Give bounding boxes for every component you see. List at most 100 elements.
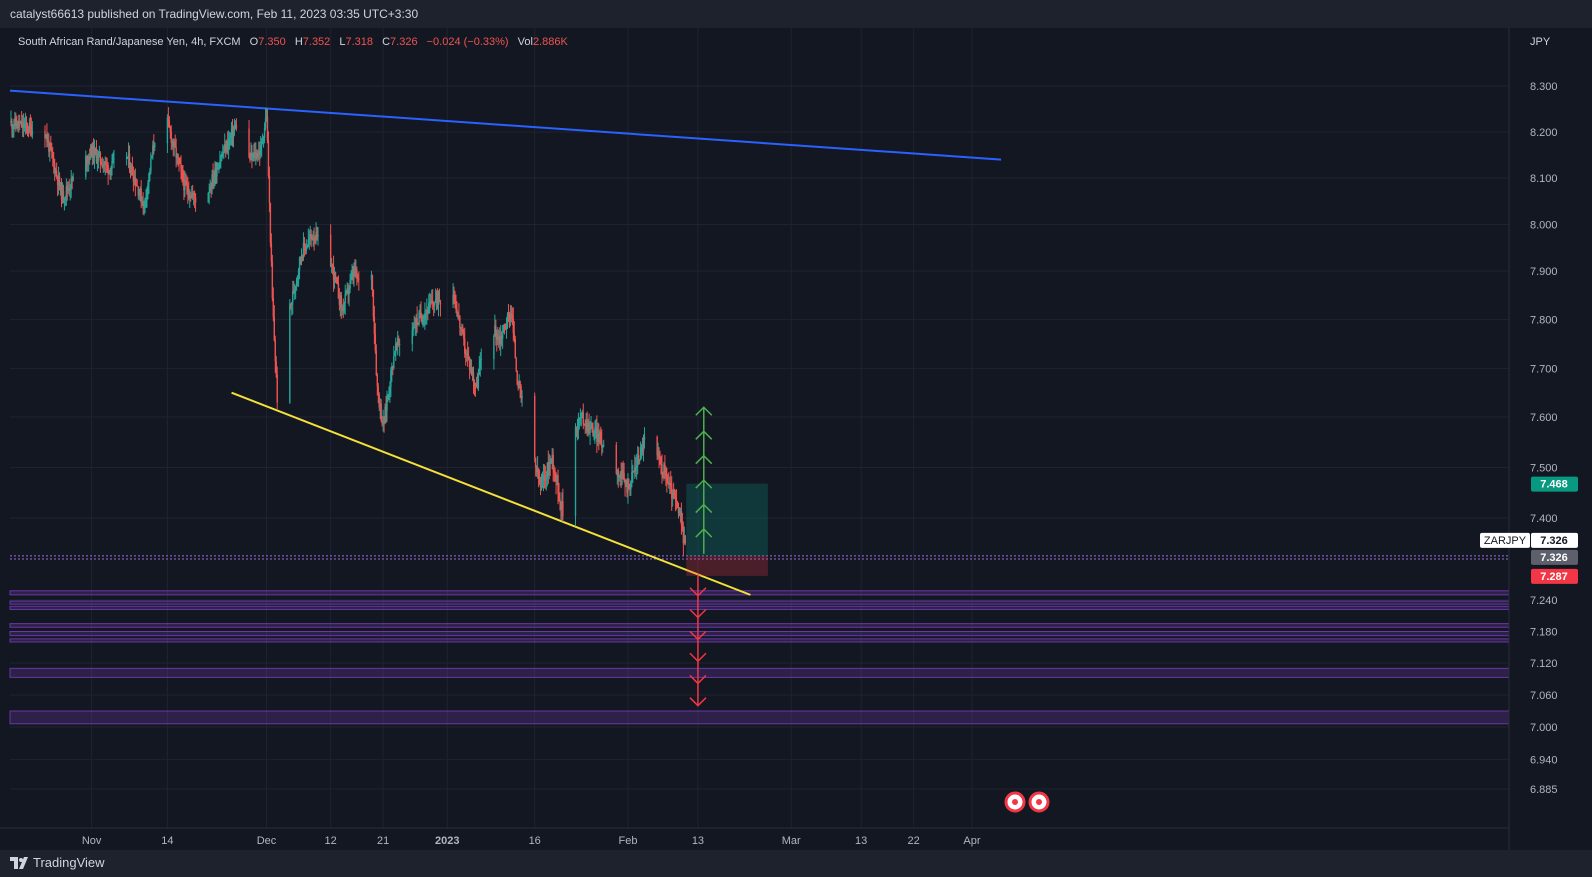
candle [438, 300, 441, 303]
candle [294, 285, 297, 289]
candle [145, 196, 147, 198]
candle [194, 197, 197, 203]
candle [229, 135, 232, 138]
time-tick: Feb [618, 835, 637, 847]
candle [464, 338, 466, 354]
time-tick: Nov [82, 835, 102, 847]
candle [463, 332, 465, 339]
price-chart[interactable]: JPY 8.300 8.200 8.100 8.000 7.900 7.800 7.700 7.… [0, 28, 1592, 850]
candle [499, 336, 501, 344]
target-arrow-down [689, 697, 707, 707]
candle [292, 290, 294, 303]
candle [666, 475, 668, 483]
candle [414, 327, 416, 329]
candle [230, 128, 233, 136]
candle [13, 126, 15, 128]
candle [419, 312, 421, 314]
candle [544, 477, 547, 481]
candle [393, 356, 395, 369]
candle [143, 202, 145, 209]
candle [601, 440, 603, 448]
candle [222, 153, 224, 155]
candle [506, 314, 509, 327]
candle [396, 337, 399, 346]
candle [108, 170, 110, 174]
candle [87, 160, 89, 164]
candle [353, 267, 355, 277]
candle [458, 315, 460, 317]
candle [434, 299, 437, 302]
candle [382, 421, 384, 424]
candle [630, 481, 632, 490]
volume-label: Vol [518, 36, 533, 48]
candle [169, 127, 172, 132]
candle [670, 482, 672, 484]
candle [21, 122, 24, 128]
candle [371, 274, 374, 291]
candle [52, 152, 54, 159]
candle [64, 196, 67, 200]
candle [561, 501, 563, 510]
candle [682, 527, 685, 544]
candle [137, 186, 139, 196]
candle [513, 333, 515, 339]
candle [55, 170, 58, 177]
candle [99, 152, 102, 163]
candle [66, 186, 69, 191]
candle [249, 157, 251, 160]
candle [190, 197, 192, 199]
support-zone [9, 667, 1510, 678]
volume-value: 2.886K [533, 36, 569, 48]
price-label-box [1531, 532, 1578, 548]
candle [548, 462, 550, 476]
candle [621, 470, 623, 479]
candle [633, 470, 635, 472]
candle [493, 335, 495, 360]
candle [178, 157, 180, 163]
candle [428, 302, 430, 314]
candle [304, 247, 307, 251]
candle [177, 154, 179, 158]
candle [146, 193, 148, 197]
candle [113, 158, 115, 160]
candle [372, 290, 375, 317]
candle [637, 455, 640, 461]
support-zone [9, 605, 1510, 610]
candle [394, 352, 396, 357]
candle [497, 337, 499, 340]
candle [180, 163, 182, 169]
candle [176, 154, 178, 159]
candle [494, 325, 496, 336]
candle [153, 145, 155, 148]
candle [16, 124, 18, 128]
candle [634, 467, 636, 472]
candle [480, 359, 482, 361]
candle [189, 197, 191, 199]
candle [69, 188, 71, 191]
tradingview-logo[interactable]: TradingView [10, 855, 105, 870]
candle [468, 359, 471, 370]
candle [313, 237, 315, 241]
candle [335, 278, 338, 280]
price-tick: 7.500 [1530, 463, 1558, 475]
candle [185, 180, 187, 185]
candle [12, 127, 14, 129]
price-tick: 7.180 [1530, 627, 1558, 639]
candle [598, 433, 600, 443]
candle [297, 270, 300, 276]
high-label: H [295, 36, 303, 48]
candle [343, 303, 345, 312]
time-tick: 14 [161, 835, 173, 847]
candle [579, 418, 582, 420]
candle [251, 152, 253, 158]
candle [679, 511, 682, 513]
candle [540, 481, 543, 488]
candle [48, 140, 50, 152]
candle [92, 144, 95, 158]
candle [60, 182, 63, 200]
candle [338, 298, 341, 305]
candle [352, 272, 354, 277]
candle [125, 156, 128, 159]
candle [255, 152, 257, 158]
candle [454, 300, 456, 302]
